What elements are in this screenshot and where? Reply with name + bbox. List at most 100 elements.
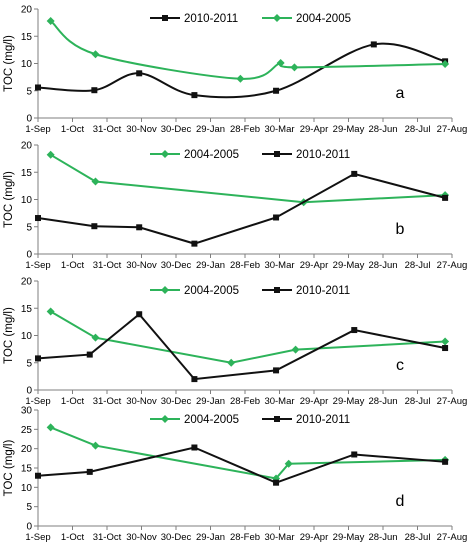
legend-label: 2010-2011 bbox=[296, 285, 350, 297]
legend-label: 2004-2005 bbox=[184, 414, 239, 426]
x-tick-label: 31-Oct bbox=[93, 396, 122, 407]
legend-label: 2004-2005 bbox=[184, 149, 239, 161]
x-tick-label: 1-Sep bbox=[25, 396, 50, 407]
legend: 2004-2005 2010-2011 bbox=[150, 414, 350, 426]
legend-label: 2010-2011 bbox=[296, 149, 350, 161]
legend: 2010-2011 2004-2005 bbox=[150, 13, 351, 25]
legend-label: 2004-2005 bbox=[184, 285, 239, 297]
x-tick-label: 1-Oct bbox=[61, 124, 85, 135]
x-tick-label: 28-Jun bbox=[368, 532, 397, 543]
x-tick-label: 30-Dec bbox=[161, 396, 192, 407]
legend: 2004-2005 2010-2011 bbox=[150, 149, 350, 161]
data-point-2004-2005 bbox=[46, 423, 55, 432]
x-tick-label: 29-Apr bbox=[300, 260, 329, 271]
series-line-2010-2011 bbox=[37, 312, 446, 381]
x-tick-label: 29-May bbox=[333, 260, 365, 271]
y-tick-label: 5 bbox=[26, 358, 32, 369]
series-line-2004-2005 bbox=[50, 153, 446, 204]
legend-label: 2004-2005 bbox=[296, 13, 351, 25]
legend-marker bbox=[274, 416, 280, 422]
data-point-2010-2011 bbox=[86, 351, 93, 358]
data-point-2004-2005 bbox=[291, 345, 300, 354]
x-tick-label: 28-Jun bbox=[368, 124, 397, 135]
data-point-2004-2005 bbox=[46, 307, 55, 316]
data-point-2004-2005 bbox=[91, 441, 100, 450]
y-tick-label: 25 bbox=[21, 425, 33, 436]
legend-marker bbox=[274, 287, 280, 293]
x-tick-label: 29-Apr bbox=[300, 124, 329, 135]
x-tick-label: 27-Aug bbox=[437, 260, 468, 271]
data-point-2010-2011 bbox=[35, 215, 41, 222]
y-axis-label: TOC (mg/l) bbox=[3, 307, 15, 364]
x-tick-label: 30-Dec bbox=[161, 532, 192, 543]
x-tick-label: 28-Jul bbox=[405, 396, 431, 407]
x-tick-label: 29-May bbox=[333, 532, 365, 543]
x-tick-label: 30-Nov bbox=[126, 532, 157, 543]
data-point-2004-2005 bbox=[441, 337, 450, 346]
data-point-2010-2011 bbox=[35, 84, 41, 91]
y-tick-label: 10 bbox=[21, 195, 33, 206]
x-tick-label: 28-Feb bbox=[230, 396, 260, 407]
x-tick-label: 28-Jul bbox=[405, 532, 431, 543]
x-tick-label: 31-Oct bbox=[93, 260, 122, 271]
y-tick-label: 5 bbox=[26, 222, 32, 233]
x-tick-label: 29-Apr bbox=[300, 396, 329, 407]
x-tick-label: 1-Sep bbox=[25, 124, 50, 135]
x-tick-label: 1-Sep bbox=[25, 260, 50, 271]
y-tick-label: 5 bbox=[26, 86, 32, 97]
data-point-2004-2005 bbox=[276, 58, 285, 67]
x-tick-label: 30-Mar bbox=[264, 124, 294, 135]
y-tick-label: 10 bbox=[21, 59, 33, 70]
chart-panel-d: 0 5 10 15 20 25 30 1-Sep 1-Oct 31-Oct 30-Nov 30-Dec… bbox=[3, 406, 467, 544]
data-point-2010-2011 bbox=[442, 345, 449, 352]
y-tick-label: 15 bbox=[21, 32, 33, 43]
y-tick-label: 5 bbox=[26, 502, 32, 513]
y-tick-label: 0 bbox=[26, 114, 32, 125]
data-point-2010-2011 bbox=[136, 224, 143, 231]
legend-label: 2010-2011 bbox=[296, 414, 350, 426]
x-tick-label: 28-Jul bbox=[405, 124, 431, 135]
data-point-2004-2005 bbox=[284, 459, 293, 468]
data-point-2010-2011 bbox=[191, 92, 198, 99]
x-tick-label: 28-Jun bbox=[368, 260, 397, 271]
y-axis-label: TOC (mg/l) bbox=[3, 440, 15, 497]
panel-label: c bbox=[396, 357, 404, 374]
chart-panel-a: 0 5 10 15 20 1-Sep 1-Oct 31-Oct 30-Nov 30-Dec 29-J… bbox=[3, 5, 467, 136]
data-point-2004-2005 bbox=[441, 60, 450, 69]
x-tick-label: 30-Dec bbox=[161, 260, 192, 271]
panel-label: d bbox=[396, 493, 405, 510]
data-point-2010-2011 bbox=[273, 87, 280, 94]
y-tick-label: 30 bbox=[21, 406, 33, 417]
x-tick-label: 30-Dec bbox=[161, 124, 192, 135]
data-point-2010-2011 bbox=[91, 87, 98, 94]
series-line-2010-2011 bbox=[37, 172, 446, 245]
x-tick-label: 29-Jan bbox=[196, 396, 225, 407]
x-tick-label: 29-Jan bbox=[196, 532, 225, 543]
x-tick-label: 1-Oct bbox=[61, 396, 85, 407]
legend-marker bbox=[161, 150, 169, 158]
data-point-2010-2011 bbox=[35, 355, 41, 362]
x-tick-label: 27-Aug bbox=[437, 532, 468, 543]
data-point-2010-2011 bbox=[191, 444, 198, 451]
x-tick-label: 28-Jul bbox=[405, 260, 431, 271]
legend-marker bbox=[274, 151, 280, 157]
series-line-2010-2011 bbox=[37, 446, 446, 484]
y-tick-label: 15 bbox=[21, 464, 33, 475]
x-tick-label: 28-Feb bbox=[230, 260, 260, 271]
x-tick-label: 28-Feb bbox=[230, 124, 260, 135]
y-axis-label: TOC (mg/l) bbox=[3, 35, 15, 92]
x-tick-label: 27-Aug bbox=[437, 124, 468, 135]
data-point-2010-2011 bbox=[370, 41, 377, 48]
data-point-2010-2011 bbox=[191, 376, 198, 383]
data-point-2004-2005 bbox=[91, 333, 100, 342]
legend-label: 2010-2011 bbox=[184, 13, 238, 25]
y-tick-label: 0 bbox=[26, 386, 32, 397]
series-line-2004-2005 bbox=[49, 20, 446, 80]
x-tick-label: 30-Mar bbox=[264, 532, 294, 543]
data-point-2010-2011 bbox=[191, 240, 198, 247]
panel-label: a bbox=[396, 85, 405, 102]
data-point-2010-2011 bbox=[86, 468, 93, 475]
data-point-2004-2005 bbox=[236, 74, 245, 83]
